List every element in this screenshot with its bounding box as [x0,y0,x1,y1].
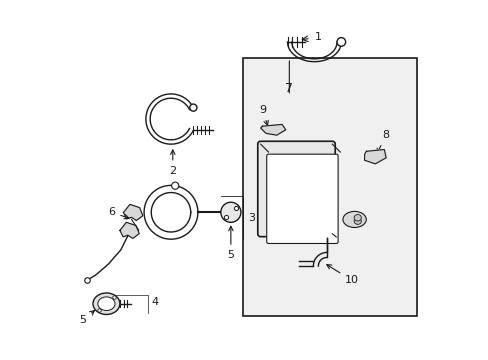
Polygon shape [364,149,386,164]
Polygon shape [123,204,142,221]
Circle shape [336,38,345,46]
Circle shape [171,182,179,189]
Ellipse shape [93,293,120,315]
Text: 10: 10 [326,265,358,285]
Text: 6: 6 [108,207,128,219]
Circle shape [189,104,197,111]
Ellipse shape [98,297,115,311]
Polygon shape [120,222,139,238]
Text: 8: 8 [376,130,389,153]
Text: 2: 2 [169,150,176,176]
Text: 7: 7 [285,82,293,95]
Ellipse shape [342,211,366,228]
Text: 1: 1 [314,32,321,41]
Bar [242,58,416,316]
Circle shape [221,202,241,222]
Text: 5: 5 [80,311,94,325]
FancyBboxPatch shape [257,141,335,237]
Ellipse shape [353,218,361,224]
FancyBboxPatch shape [266,154,337,243]
Polygon shape [260,125,285,135]
Text: 5: 5 [227,226,234,260]
Ellipse shape [353,215,361,221]
Text: 3: 3 [247,213,255,222]
Text: 9: 9 [258,105,268,125]
Text: 4: 4 [151,297,158,307]
